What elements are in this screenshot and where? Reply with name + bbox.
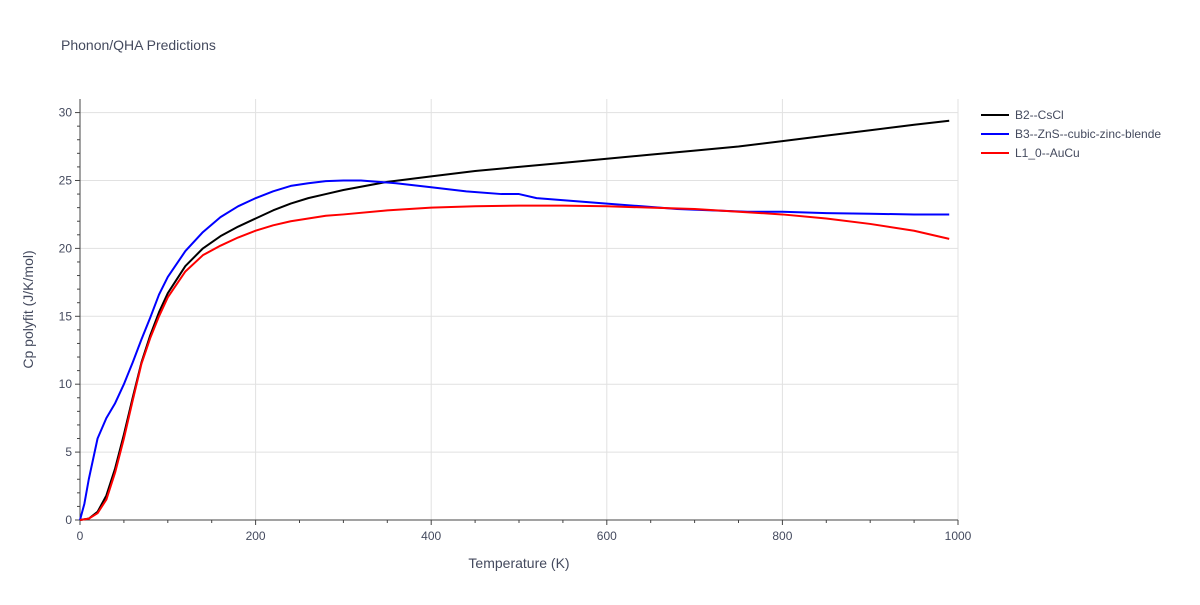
chart-title: Phonon/QHA Predictions xyxy=(61,37,216,53)
x-tick-label: 800 xyxy=(772,529,792,543)
legend-label: B3--ZnS--cubic-zinc-blende xyxy=(1015,127,1161,141)
series-line-2 xyxy=(79,204,950,521)
legend-item-2[interactable]: L1_0--AuCu xyxy=(981,146,1080,160)
y-tick-label: 0 xyxy=(65,513,72,527)
y-tick-label: 15 xyxy=(59,309,73,323)
axes: 0 5 10 15 20 25 30 0 200 400 600 800 1000 xyxy=(59,99,972,543)
legend-item-1[interactable]: B3--ZnS--cubic-zinc-blende xyxy=(981,127,1161,141)
legend-label: L1_0--AuCu xyxy=(1015,146,1080,160)
x-tick-label: 200 xyxy=(246,529,266,543)
x-axis-label: Temperature (K) xyxy=(468,555,569,571)
y-tick-label: 20 xyxy=(59,241,73,255)
x-tick-label: 400 xyxy=(421,529,441,543)
legend-label: B2--CsCl xyxy=(1015,108,1064,122)
y-axis-label: Cp polyfit (J/K/mol) xyxy=(20,250,36,368)
x-tick-label: 1000 xyxy=(945,529,972,543)
y-tick-label: 5 xyxy=(65,445,72,459)
y-tick-label: 25 xyxy=(59,173,73,187)
series-group xyxy=(79,119,950,521)
y-tick-label: 10 xyxy=(59,377,73,391)
series-line-1 xyxy=(79,179,950,521)
y-tick-label: 30 xyxy=(59,106,73,120)
legend-item-0[interactable]: B2--CsCl xyxy=(981,108,1064,122)
grid-lines xyxy=(79,99,959,521)
x-tick-label: 0 xyxy=(77,529,84,543)
legend[interactable]: B2--CsCl B3--ZnS--cubic-zinc-blende L1_0--… xyxy=(981,108,1161,160)
x-tick-label: 600 xyxy=(597,529,617,543)
